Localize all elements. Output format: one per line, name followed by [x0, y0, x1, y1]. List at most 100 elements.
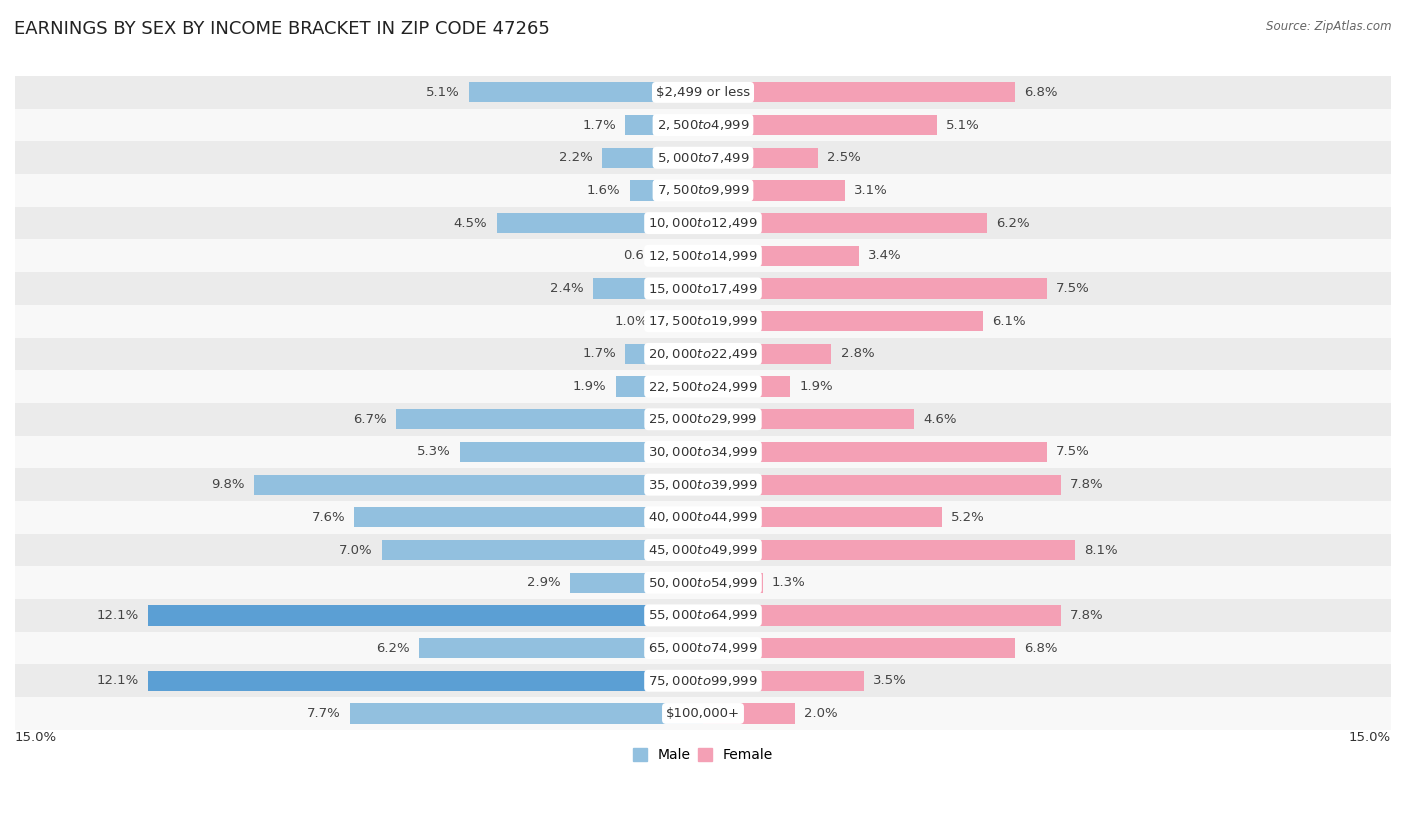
Text: 12.1%: 12.1% — [97, 609, 139, 622]
Text: 1.3%: 1.3% — [772, 576, 806, 589]
Text: 1.7%: 1.7% — [582, 347, 616, 360]
Bar — [15, 599, 1391, 632]
Bar — [419, 638, 703, 659]
Text: $100,000+: $100,000+ — [666, 707, 740, 720]
Text: 12.1%: 12.1% — [97, 674, 139, 687]
Bar — [148, 671, 703, 691]
Text: $12,500 to $14,999: $12,500 to $14,999 — [648, 249, 758, 263]
Bar — [395, 409, 703, 429]
Bar — [15, 664, 1391, 697]
Bar — [703, 311, 983, 332]
Text: 4.6%: 4.6% — [924, 413, 956, 426]
Text: 6.8%: 6.8% — [1024, 86, 1057, 99]
Bar — [148, 605, 703, 625]
Text: $25,000 to $29,999: $25,000 to $29,999 — [648, 412, 758, 426]
Text: 7.0%: 7.0% — [339, 544, 373, 557]
Bar — [15, 501, 1391, 533]
Bar — [15, 697, 1391, 730]
Text: 2.2%: 2.2% — [560, 151, 593, 164]
Text: 7.5%: 7.5% — [1056, 446, 1090, 459]
Bar — [15, 305, 1391, 337]
Bar — [15, 240, 1391, 272]
Bar — [703, 605, 1060, 625]
Text: 1.0%: 1.0% — [614, 315, 648, 328]
Text: 5.2%: 5.2% — [950, 511, 984, 524]
Bar — [496, 213, 703, 233]
Bar — [569, 572, 703, 593]
Bar — [673, 246, 703, 266]
Text: 5.1%: 5.1% — [946, 119, 980, 132]
Text: 5.1%: 5.1% — [426, 86, 460, 99]
Text: 2.8%: 2.8% — [841, 347, 875, 360]
Text: $7,500 to $9,999: $7,500 to $9,999 — [657, 184, 749, 198]
Text: $65,000 to $74,999: $65,000 to $74,999 — [648, 641, 758, 655]
Text: $10,000 to $12,499: $10,000 to $12,499 — [648, 216, 758, 230]
Bar — [15, 174, 1391, 207]
Text: $17,500 to $19,999: $17,500 to $19,999 — [648, 314, 758, 328]
Text: 2.9%: 2.9% — [527, 576, 561, 589]
Text: 7.6%: 7.6% — [312, 511, 346, 524]
Bar — [703, 540, 1074, 560]
Bar — [703, 507, 942, 528]
Text: 7.8%: 7.8% — [1070, 609, 1104, 622]
Bar — [382, 540, 703, 560]
Text: 6.2%: 6.2% — [375, 641, 409, 654]
Bar — [703, 376, 790, 397]
Text: 6.7%: 6.7% — [353, 413, 387, 426]
Bar — [703, 703, 794, 724]
Bar — [703, 115, 936, 135]
Bar — [602, 148, 703, 167]
Text: $5,000 to $7,499: $5,000 to $7,499 — [657, 150, 749, 165]
Bar — [15, 632, 1391, 664]
Text: 6.1%: 6.1% — [993, 315, 1025, 328]
Text: 3.5%: 3.5% — [873, 674, 907, 687]
Text: 2.0%: 2.0% — [804, 707, 838, 720]
Text: 2.5%: 2.5% — [827, 151, 860, 164]
Text: 0.63%: 0.63% — [623, 250, 665, 263]
Text: $50,000 to $54,999: $50,000 to $54,999 — [648, 576, 758, 589]
Text: 3.4%: 3.4% — [868, 250, 901, 263]
Text: 7.7%: 7.7% — [307, 707, 340, 720]
Bar — [703, 82, 1015, 102]
Text: 1.6%: 1.6% — [586, 184, 620, 197]
Bar — [15, 436, 1391, 468]
Text: Source: ZipAtlas.com: Source: ZipAtlas.com — [1267, 20, 1392, 33]
Bar — [470, 82, 703, 102]
Text: $45,000 to $49,999: $45,000 to $49,999 — [648, 543, 758, 557]
Bar — [703, 213, 987, 233]
Bar — [657, 311, 703, 332]
Text: $22,500 to $24,999: $22,500 to $24,999 — [648, 380, 758, 393]
Bar — [15, 141, 1391, 174]
Bar — [703, 638, 1015, 659]
Text: 15.0%: 15.0% — [1348, 731, 1391, 744]
Bar — [15, 76, 1391, 109]
Text: 1.7%: 1.7% — [582, 119, 616, 132]
Legend: Male, Female: Male, Female — [627, 743, 779, 768]
Text: 4.5%: 4.5% — [454, 216, 488, 229]
Text: $30,000 to $34,999: $30,000 to $34,999 — [648, 445, 758, 459]
Bar — [15, 272, 1391, 305]
Text: 6.2%: 6.2% — [997, 216, 1031, 229]
Text: 7.5%: 7.5% — [1056, 282, 1090, 295]
Bar — [15, 468, 1391, 501]
Bar — [703, 671, 863, 691]
Text: 1.9%: 1.9% — [574, 380, 606, 393]
Bar — [15, 207, 1391, 240]
Bar — [703, 278, 1047, 298]
Text: 9.8%: 9.8% — [211, 478, 245, 491]
Text: 6.8%: 6.8% — [1024, 641, 1057, 654]
Bar — [630, 180, 703, 201]
Bar — [703, 344, 831, 364]
Text: EARNINGS BY SEX BY INCOME BRACKET IN ZIP CODE 47265: EARNINGS BY SEX BY INCOME BRACKET IN ZIP… — [14, 20, 550, 38]
Bar — [460, 441, 703, 462]
Text: 7.8%: 7.8% — [1070, 478, 1104, 491]
Bar — [354, 507, 703, 528]
Text: $20,000 to $22,499: $20,000 to $22,499 — [648, 347, 758, 361]
Bar — [15, 533, 1391, 567]
Text: 15.0%: 15.0% — [15, 731, 58, 744]
Bar — [15, 337, 1391, 370]
Bar — [350, 703, 703, 724]
Bar — [703, 475, 1060, 495]
Bar — [15, 370, 1391, 403]
Bar — [703, 180, 845, 201]
